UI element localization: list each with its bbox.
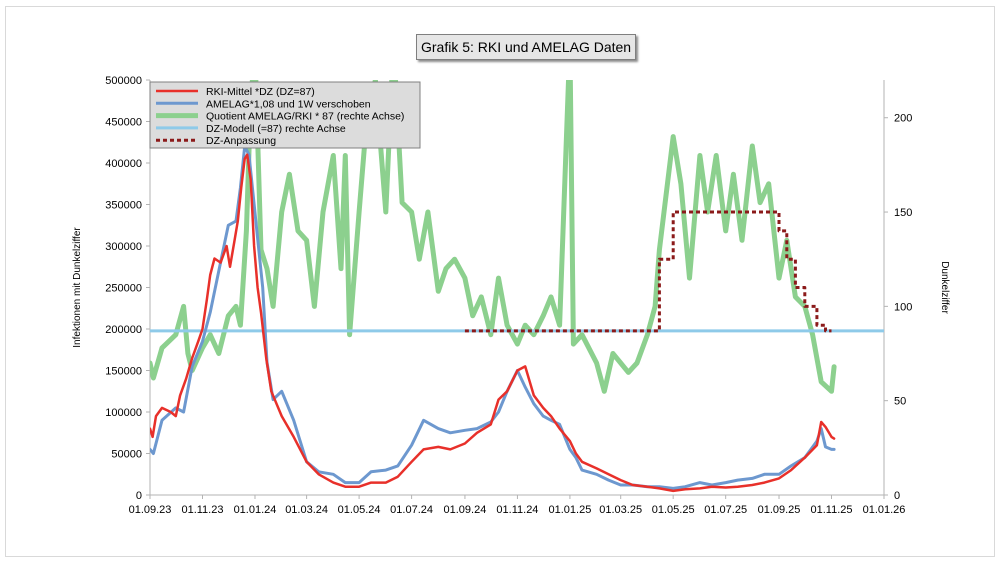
x-tick-label: 01.07.24: [390, 504, 433, 516]
y-tick-label: 500000: [105, 75, 142, 87]
y-tick-label: 250000: [105, 283, 142, 295]
y2-axis-label: Dunkelziffer: [939, 261, 950, 314]
y-tick-label: 350000: [105, 200, 142, 212]
series-line-0: [150, 153, 836, 493]
y2-tick-label: 100: [894, 301, 912, 313]
y2-tick-label: 0: [894, 490, 900, 502]
axes: 0 50000 100000 150000 200000 250000 300000 3500…: [72, 75, 950, 516]
y-tick-label: 0: [136, 490, 142, 502]
x-tick-label: 01.11.24: [496, 504, 538, 516]
legend-entry-label: DZ-Anpassung: [206, 135, 276, 147]
x-tick-label: 01.03.25: [599, 504, 642, 516]
x-tick-label: 01.01.26: [863, 504, 906, 516]
y-tick-label: 400000: [105, 158, 142, 170]
x-tick-label: 01.03.24: [285, 504, 328, 516]
y-axis-label: Infektionen mit Dunkelziffer: [72, 227, 83, 348]
y-tick-label: 150000: [105, 366, 142, 378]
x-tick-label: 01.01.25: [549, 504, 592, 516]
x-tick-label: 01.05.25: [652, 504, 695, 516]
y-tick-label: 450000: [105, 117, 142, 129]
y2-tick-label: 50: [894, 396, 906, 408]
legend-entry-label: DZ-Modell (=87) rechte Achse: [206, 123, 346, 135]
chart-title: Grafik 5: RKI und AMELAG Daten: [416, 34, 637, 60]
x-tick-label: 01.07.25: [704, 504, 747, 516]
legend: RKI-Mittel *DZ (DZ=87)AMELAG*1,08 und 1W…: [149, 81, 421, 149]
x-tick-label: 01.09.23: [129, 504, 172, 516]
chart-frame: [5, 6, 995, 557]
y-tick-label: 300000: [105, 241, 142, 253]
x-tick-label: 01.01.24: [234, 504, 277, 516]
y2-tick-label: 200: [894, 113, 912, 125]
y-tick-label: 50000: [111, 449, 142, 461]
x-tick-label: 01.11.23: [181, 504, 223, 516]
y-tick-label: 200000: [105, 324, 142, 336]
x-tick-label: 01.09.25: [758, 504, 801, 516]
x-tick-label: 01.09.24: [444, 504, 487, 516]
x-tick-label: 01.11.25: [811, 504, 853, 516]
y2-tick-label: 150: [894, 207, 912, 219]
legend-entry-label: RKI-Mittel *DZ (DZ=87): [206, 86, 315, 98]
legend-entry-label: Quotient AMELAG/RKI * 87 (rechte Achse): [206, 111, 404, 123]
series-line-4: [464, 210, 832, 333]
x-tick-label: 01.05.24: [338, 504, 381, 516]
legend-entry-label: AMELAG*1,08 und 1W verschoben: [206, 98, 371, 110]
y-tick-label: 100000: [105, 407, 142, 419]
